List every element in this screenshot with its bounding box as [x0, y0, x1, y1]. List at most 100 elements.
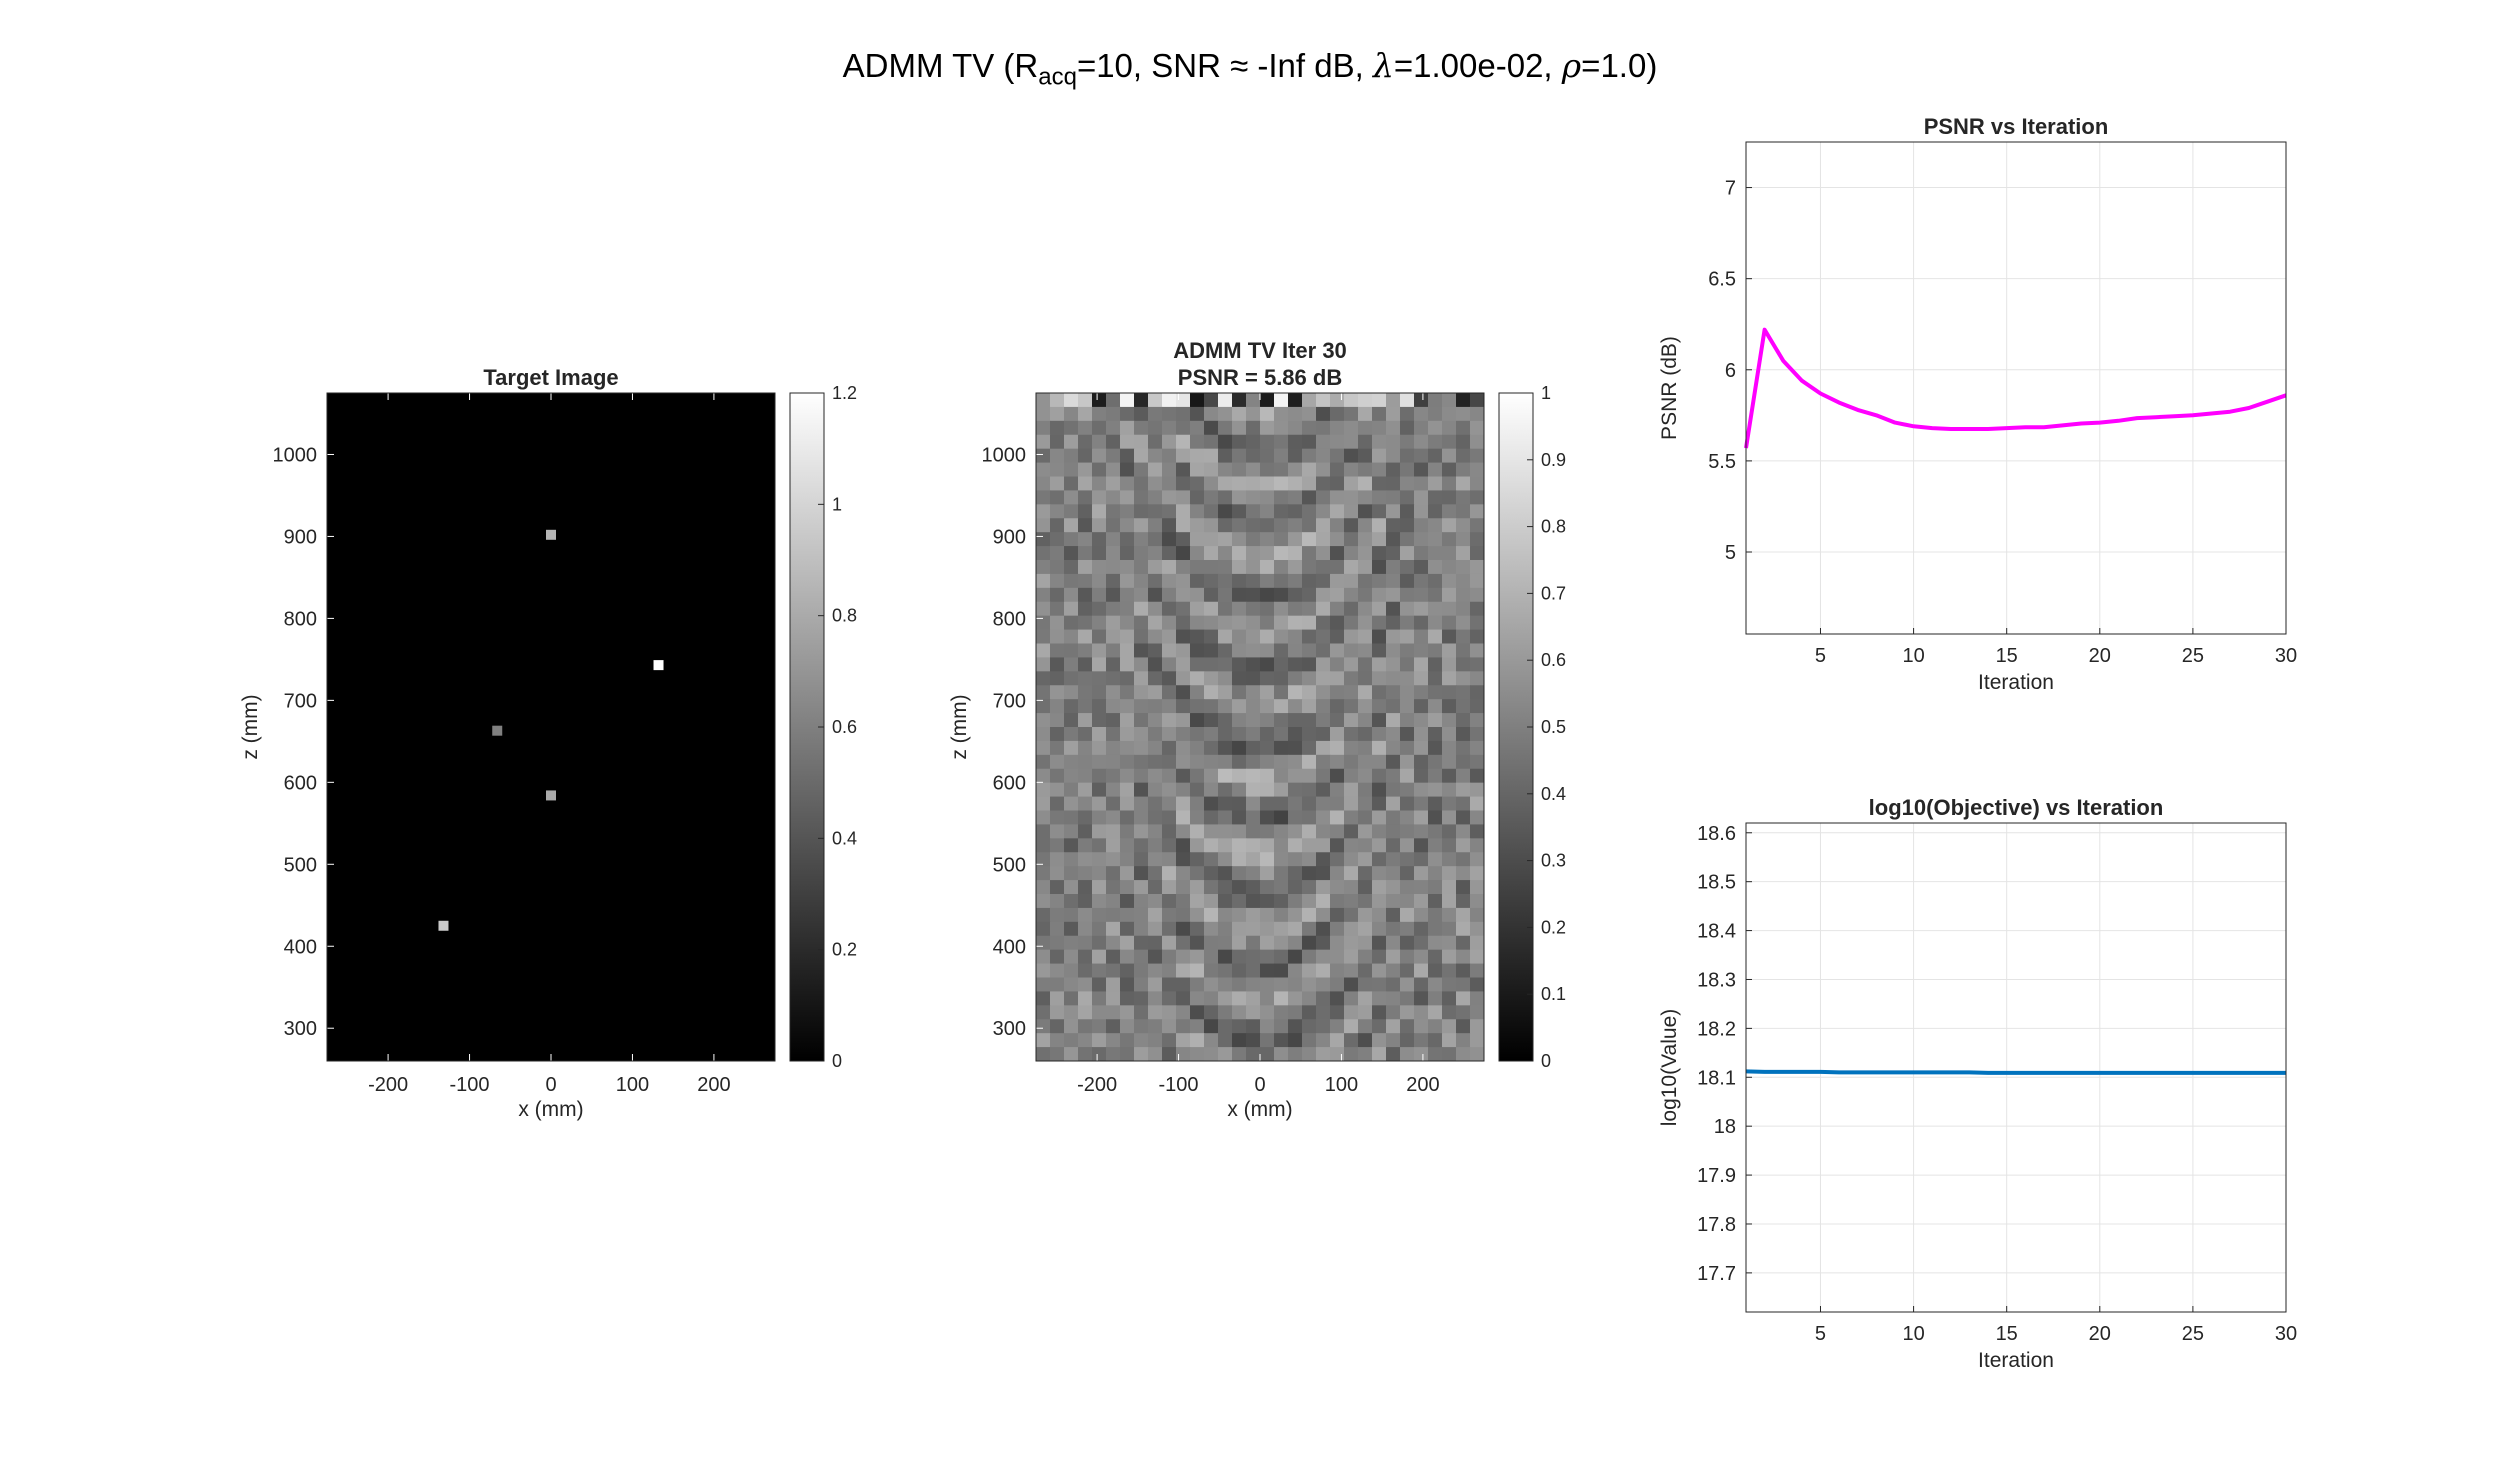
- reconstruction-pixel: [1470, 573, 1485, 589]
- reconstruction-pixel: [1330, 1019, 1345, 1034]
- reconstruction-pixel: [1078, 921, 1093, 937]
- reconstruction-pixel: [1456, 532, 1471, 547]
- reconstruction-pixel: [1120, 601, 1135, 617]
- reconstruction-pixel: [1442, 504, 1457, 519]
- reconstruction-pixel: [1106, 643, 1121, 658]
- reconstruction-pixel: [1134, 921, 1149, 937]
- reconstruction-pixel: [1316, 796, 1331, 811]
- x-tick-label: 15: [1996, 645, 2018, 667]
- reconstruction-pixel: [1288, 796, 1303, 811]
- colorbar-tick-label: 0.1: [1541, 984, 1566, 1004]
- reconstruction-pixel: [1288, 504, 1303, 519]
- reconstruction-pixel: [1246, 727, 1261, 742]
- reconstruction-pixel: [1400, 824, 1415, 839]
- reconstruction-pixel: [1344, 754, 1359, 770]
- reconstruction-pixel: [1288, 420, 1303, 436]
- y-tick-label: 600: [284, 772, 317, 794]
- reconstruction-pixel: [1442, 727, 1457, 742]
- reconstruction-pixel: [1176, 504, 1191, 519]
- reconstruction-pixel: [1092, 949, 1107, 965]
- reconstruction-pixel: [1036, 991, 1051, 1006]
- reconstruction-pixel: [1400, 615, 1415, 631]
- reconstruction-pixel: [1176, 1019, 1191, 1034]
- reconstruction-pixel: [1078, 532, 1093, 547]
- reconstruction-pixel: [1274, 1047, 1289, 1062]
- reconstruction-pixel: [1092, 907, 1107, 923]
- reconstruction-pixel: [1232, 643, 1247, 658]
- reconstruction-pixel: [1470, 796, 1485, 811]
- reconstruction-pixel: [1400, 462, 1415, 477]
- reconstruction-pixel: [1400, 643, 1415, 658]
- reconstruction-pixel: [1302, 921, 1317, 937]
- reconstruction-pixel: [1246, 796, 1261, 811]
- reconstruction-pixel: [1232, 963, 1247, 978]
- reconstruction-pixel: [1120, 490, 1135, 505]
- reconstruction-pixel: [1288, 935, 1303, 951]
- reconstruction-pixel: [1036, 448, 1051, 464]
- reconstruction-pixel: [1036, 560, 1051, 575]
- reconstruction-pixel: [1050, 991, 1065, 1006]
- reconstruction-pixel: [1036, 907, 1051, 923]
- reconstruction-pixel: [1456, 393, 1471, 408]
- reconstruction-pixel: [1148, 1047, 1163, 1062]
- reconstruction-pixel: [1428, 629, 1443, 644]
- reconstruction-pixel: [1456, 810, 1471, 825]
- reconstruction-pixel: [1218, 629, 1233, 644]
- reconstruction-pixel: [1302, 963, 1317, 978]
- reconstruction-pixel: [1288, 406, 1303, 422]
- reconstruction-pixel: [1470, 615, 1485, 631]
- reconstruction-pixel: [1078, 824, 1093, 839]
- y-tick-label: 500: [284, 854, 317, 876]
- reconstruction-pixel: [1232, 518, 1247, 533]
- reconstruction-pixel: [1148, 434, 1163, 450]
- reconstruction-pixel: [1344, 699, 1359, 714]
- reconstruction-pixel: [1176, 643, 1191, 658]
- reconstruction-pixel: [1246, 977, 1261, 992]
- reconstruction-pixel: [1232, 727, 1247, 742]
- reconstruction-pixel: [1120, 657, 1135, 672]
- reconstruction-pixel: [1162, 796, 1177, 811]
- reconstruction-pixel: [1162, 643, 1177, 658]
- reconstruction-pixel: [1428, 824, 1443, 839]
- reconstruction-pixel: [1232, 699, 1247, 714]
- reconstruction-pixel: [1134, 699, 1149, 714]
- reconstruction-pixel: [1120, 963, 1135, 978]
- reconstruction-pixel: [1148, 921, 1163, 937]
- reconstruction-pixel: [1260, 768, 1275, 784]
- reconstruction-pixel: [1260, 629, 1275, 644]
- reconstruction-pixel: [1190, 810, 1205, 825]
- reconstruction-pixel: [1400, 587, 1415, 603]
- reconstruction-pixel: [1386, 560, 1401, 575]
- reconstruction-pixel: [1078, 560, 1093, 575]
- reconstruction-pixel: [1358, 490, 1373, 505]
- reconstruction-pixel: [1106, 880, 1121, 895]
- reconstruction-pixel: [1078, 490, 1093, 505]
- reconstruction-pixel: [1106, 907, 1121, 923]
- reconstruction-pixel: [1470, 754, 1485, 770]
- reconstruction-pixel: [1176, 1033, 1191, 1048]
- reconstruction-pixel: [1218, 476, 1233, 491]
- reconstruction-pixel: [1148, 768, 1163, 784]
- reconstruction-pixel: [1470, 866, 1485, 881]
- reconstruction-pixel: [1106, 1033, 1121, 1048]
- reconstruction-pixel: [1036, 699, 1051, 714]
- reconstruction-pixel: [1176, 1047, 1191, 1062]
- y-axis-label: PSNR (dB): [1658, 336, 1681, 440]
- reconstruction-pixel: [1120, 782, 1135, 798]
- reconstruction-pixel: [1330, 462, 1345, 477]
- colorbar-tick-label: 0.9: [1541, 450, 1566, 470]
- title-approx-symbol: ≈: [1230, 47, 1249, 84]
- reconstruction-pixel: [1036, 1019, 1051, 1034]
- reconstruction-pixel: [1232, 991, 1247, 1006]
- reconstruction-pixel: [1036, 546, 1051, 561]
- reconstruction-pixel: [1470, 504, 1485, 519]
- reconstruction-pixel: [1316, 1033, 1331, 1048]
- reconstruction-pixel: [1330, 754, 1345, 770]
- reconstruction-pixel: [1330, 532, 1345, 547]
- reconstruction-pixel: [1274, 713, 1289, 728]
- scatterer-point: [492, 725, 503, 736]
- reconstruction-pixel: [1218, 573, 1233, 589]
- reconstruction-pixel: [1246, 852, 1261, 867]
- colorbar-tick-label: 0.2: [832, 940, 857, 960]
- reconstruction-pixel: [1078, 601, 1093, 617]
